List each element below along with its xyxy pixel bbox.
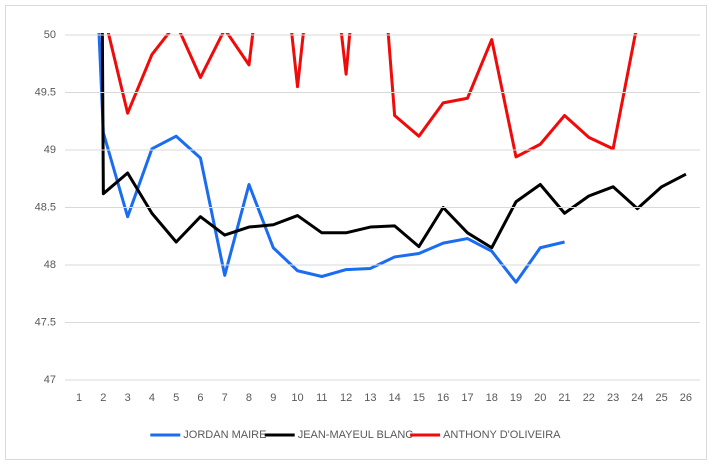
y-tick-label: 47 bbox=[44, 374, 56, 386]
x-tick-label: 18 bbox=[486, 392, 498, 404]
y-tick-label: 49 bbox=[44, 144, 56, 156]
x-tick-label: 24 bbox=[631, 392, 643, 404]
y-tick-label: 47.5 bbox=[35, 316, 56, 328]
x-tick-label: 25 bbox=[656, 392, 668, 404]
chart-border bbox=[5, 5, 707, 460]
x-tick-label: 1 bbox=[76, 392, 82, 404]
x-tick-label: 7 bbox=[222, 392, 228, 404]
legend-label: ANTHONY D'OLIVEIRA bbox=[443, 429, 561, 441]
y-tick-label: 50 bbox=[44, 29, 56, 41]
x-tick-label: 2 bbox=[100, 392, 106, 404]
x-tick-label: 17 bbox=[461, 392, 473, 404]
x-tick-label: 20 bbox=[534, 392, 546, 404]
plot-area bbox=[97, 33, 687, 284]
x-tick-label: 10 bbox=[291, 392, 303, 404]
series-line bbox=[106, 33, 638, 159]
x-tick-label: 15 bbox=[413, 392, 425, 404]
x-tick-label: 16 bbox=[437, 392, 449, 404]
legend-label: JEAN-MAYEUL BLANC bbox=[298, 429, 414, 441]
x-tick-label: 12 bbox=[340, 392, 352, 404]
series-line bbox=[97, 33, 565, 284]
x-tick-label: 3 bbox=[125, 392, 131, 404]
x-tick-label: 13 bbox=[364, 392, 376, 404]
x-tick-label: 4 bbox=[149, 392, 155, 404]
x-tick-label: 21 bbox=[558, 392, 570, 404]
x-tick-label: 6 bbox=[197, 392, 203, 404]
y-tick-label: 49.5 bbox=[35, 86, 56, 98]
y-tick-label: 48.5 bbox=[35, 201, 56, 213]
x-tick-label: 22 bbox=[583, 392, 595, 404]
x-tick-label: 19 bbox=[510, 392, 522, 404]
series-line bbox=[100, 33, 687, 250]
legend-label: JORDAN MAIRE bbox=[183, 429, 266, 441]
x-tick-label: 26 bbox=[680, 392, 692, 404]
x-tick-label: 9 bbox=[270, 392, 276, 404]
y-tick-label: 48 bbox=[44, 259, 56, 271]
x-tick-label: 14 bbox=[389, 392, 401, 404]
x-tick-label: 8 bbox=[246, 392, 252, 404]
x-tick-label: 5 bbox=[173, 392, 179, 404]
x-tick-label: 11 bbox=[316, 392, 327, 404]
x-tick-label: 23 bbox=[607, 392, 619, 404]
